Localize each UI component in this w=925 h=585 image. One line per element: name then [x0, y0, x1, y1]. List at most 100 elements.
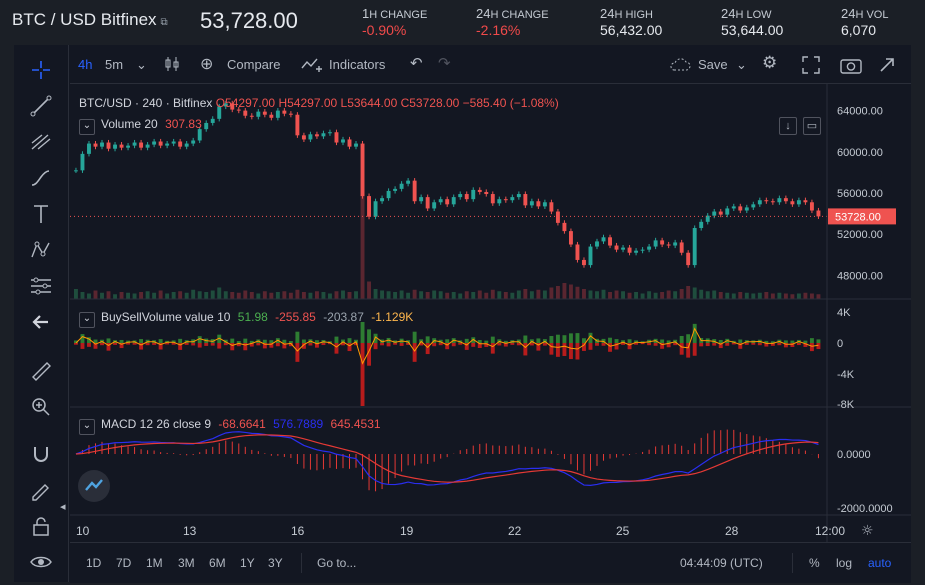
interval-5m[interactable]: 5m: [105, 57, 124, 72]
range-1y[interactable]: 1Y: [240, 556, 255, 570]
pattern-tool-icon[interactable]: [28, 239, 54, 261]
interval-4h[interactable]: 4h: [78, 57, 93, 72]
magnet-icon[interactable]: [28, 443, 54, 465]
range-1m[interactable]: 1M: [146, 556, 163, 570]
zoom-in-icon[interactable]: [28, 395, 54, 417]
candle: [288, 113, 293, 115]
candle: [666, 244, 671, 246]
candle: [360, 143, 365, 197]
auto-toggle[interactable]: auto: [868, 556, 892, 570]
fib-tool-icon[interactable]: [28, 131, 54, 153]
lock-icon[interactable]: [28, 515, 54, 537]
candle: [686, 252, 691, 266]
sell-bar: [660, 343, 665, 349]
camera-icon[interactable]: [840, 56, 862, 74]
bsv-tick: -4K: [837, 369, 855, 381]
save-dropdown-icon[interactable]: ⌄: [736, 57, 747, 72]
buy-bar: [621, 340, 626, 343]
range-6m[interactable]: 6M: [209, 556, 226, 570]
volume-bar: [197, 291, 202, 299]
volume-bar: [308, 292, 313, 299]
trend-line-icon[interactable]: [28, 95, 54, 117]
buy-bar: [568, 333, 573, 343]
volume-bar: [777, 292, 782, 299]
volume-bar: [432, 290, 437, 299]
measure-tool-icon[interactable]: [28, 275, 54, 297]
compare-icon[interactable]: ⊕: [200, 56, 214, 73]
sell-bar: [425, 343, 430, 355]
range-7d[interactable]: 7D: [116, 556, 132, 570]
sell-bar: [653, 343, 658, 346]
symbol-title[interactable]: BTC / USD Bitfinex ⧉: [12, 10, 168, 30]
cloud-icon[interactable]: [668, 56, 692, 72]
sell-bar: [542, 343, 547, 346]
sell-bar: [731, 343, 736, 345]
utc-clock[interactable]: 04:44:09 (UTC): [680, 556, 763, 570]
candle-style-icon[interactable]: [164, 55, 180, 73]
volume-legend[interactable]: ⌄ Volume 20 307.83: [79, 117, 202, 135]
buy-bar: [686, 334, 691, 343]
volume-bar: [796, 293, 801, 299]
percent-toggle[interactable]: %: [809, 556, 820, 570]
back-arrow-icon[interactable]: [28, 311, 54, 333]
range-1d[interactable]: 1D: [86, 556, 102, 570]
volume-bar: [653, 292, 658, 299]
price-pane: [70, 100, 827, 299]
crosshair-icon[interactable]: [28, 59, 54, 81]
sell-bar: [360, 343, 365, 406]
range-3m[interactable]: 3M: [178, 556, 195, 570]
volume-bar: [497, 291, 502, 299]
buy-bar: [74, 340, 78, 343]
save-button[interactable]: Save: [698, 57, 728, 72]
main-legend: BTC/USD · 240 · Bitfinex O54297.00 H5429…: [79, 96, 559, 110]
candle: [608, 237, 612, 246]
volume-bar: [809, 293, 814, 299]
brush-icon[interactable]: [28, 167, 54, 189]
log-toggle[interactable]: log: [836, 556, 853, 570]
interval-dropdown-icon[interactable]: ⌄: [136, 57, 147, 72]
scroll-left-icon[interactable]: ◂: [60, 501, 66, 513]
sell-bar: [282, 343, 287, 349]
candle: [718, 211, 723, 215]
popout-icon[interactable]: [878, 56, 896, 74]
volume-bar: [93, 290, 98, 299]
undo-icon[interactable]: ↶: [410, 55, 423, 72]
candle: [256, 111, 261, 117]
candle: [191, 140, 196, 144]
range-3y[interactable]: 3Y: [268, 556, 283, 570]
stat-value: 6,070: [841, 22, 877, 38]
fullscreen-icon[interactable]: [802, 56, 820, 74]
buy-bar: [87, 337, 91, 343]
chart-plot[interactable]: 64000.00 60000.00 56000.00 52000.00 48000.00…: [70, 84, 911, 542]
buy-bar: [295, 331, 300, 343]
candle: [510, 197, 515, 201]
goto-button[interactable]: Go to...: [317, 556, 357, 570]
volume-bar: [568, 284, 573, 299]
sell-bar: [249, 343, 254, 347]
indicators-icon[interactable]: [301, 56, 323, 72]
compare-button[interactable]: Compare: [227, 57, 281, 72]
indicators-button[interactable]: Indicators: [329, 57, 386, 72]
sell-bar: [523, 343, 528, 356]
restore-icon[interactable]: ▭: [803, 117, 821, 135]
buy-bar: [582, 338, 586, 343]
sell-bar: [380, 343, 385, 346]
macd-legend[interactable]: ⌄ MACD 12 26 close 9 -68.6641 576.7889 64…: [79, 417, 381, 435]
stat-24h-low: 24H LOW 53,644.00: [721, 6, 784, 38]
candle: [301, 135, 306, 140]
bsv-legend[interactable]: ⌄ BuySellVolume value 10 51.98 -255.85 -2…: [79, 310, 413, 328]
text-tool-icon[interactable]: [28, 203, 54, 225]
pin-icon[interactable]: ⧉: [160, 17, 168, 28]
volume-bar: [171, 292, 176, 299]
pencil-lock-icon[interactable]: [28, 479, 54, 501]
ruler-icon[interactable]: [28, 359, 54, 381]
sell-bar: [621, 343, 626, 345]
candle: [699, 221, 704, 229]
tradingview-logo[interactable]: [78, 470, 110, 502]
arrow-down-icon[interactable]: ↓: [779, 117, 797, 135]
volume-bar: [484, 292, 489, 299]
candle: [347, 139, 352, 147]
eye-icon[interactable]: [28, 551, 54, 573]
candle: [373, 201, 378, 217]
gear-icon[interactable]: ⚙: [762, 53, 778, 72]
